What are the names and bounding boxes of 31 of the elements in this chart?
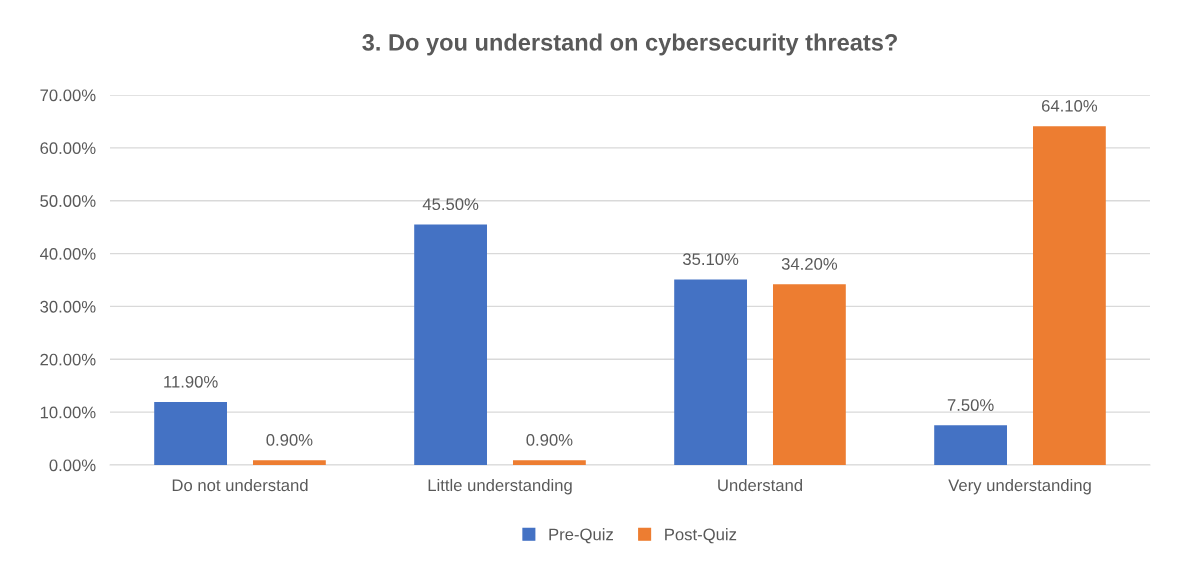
y-tick-label: 20.00%	[40, 353, 96, 366]
y-tick-label: 10.00%	[40, 406, 96, 419]
x-tick-label: Very understanding	[948, 478, 1091, 495]
y-tick-label: 50.00%	[40, 195, 96, 207]
bar	[414, 224, 487, 465]
data-label: 64.10%	[1041, 99, 1098, 112]
y-tick-label: 70.00%	[40, 89, 96, 102]
data-label: 0.90%	[266, 434, 313, 446]
bar	[773, 284, 846, 465]
data-label: 34.20%	[781, 258, 838, 270]
data-label: 0.90%	[526, 434, 573, 446]
bar	[934, 425, 1007, 465]
legend-label: Post-Quiz	[665, 528, 737, 544]
x-tick-label: Understand	[718, 478, 803, 492]
data-label: 11.90%	[164, 375, 218, 388]
y-tick-label: 0.00%	[49, 459, 96, 472]
data-label: 45.50%	[422, 198, 479, 211]
y-tick-label: 60.00%	[40, 142, 96, 155]
data-label: 35.10%	[682, 253, 739, 266]
bar	[253, 460, 326, 465]
bar	[513, 460, 586, 465]
data-label: 7.50%	[947, 399, 994, 411]
y-tick-label: 40.00%	[39, 247, 96, 260]
x-tick-label: Do not understand	[172, 478, 308, 492]
legend-label: Pre-Quiz	[549, 528, 613, 544]
bar	[1033, 126, 1106, 465]
bar	[674, 279, 747, 465]
x-tick-label: Little understanding	[428, 478, 572, 495]
bar	[154, 402, 227, 465]
chart-title: 3. Do you understand on cybersecurity threats?	[362, 33, 897, 56]
y-tick-label: 30.00%	[40, 300, 96, 313]
